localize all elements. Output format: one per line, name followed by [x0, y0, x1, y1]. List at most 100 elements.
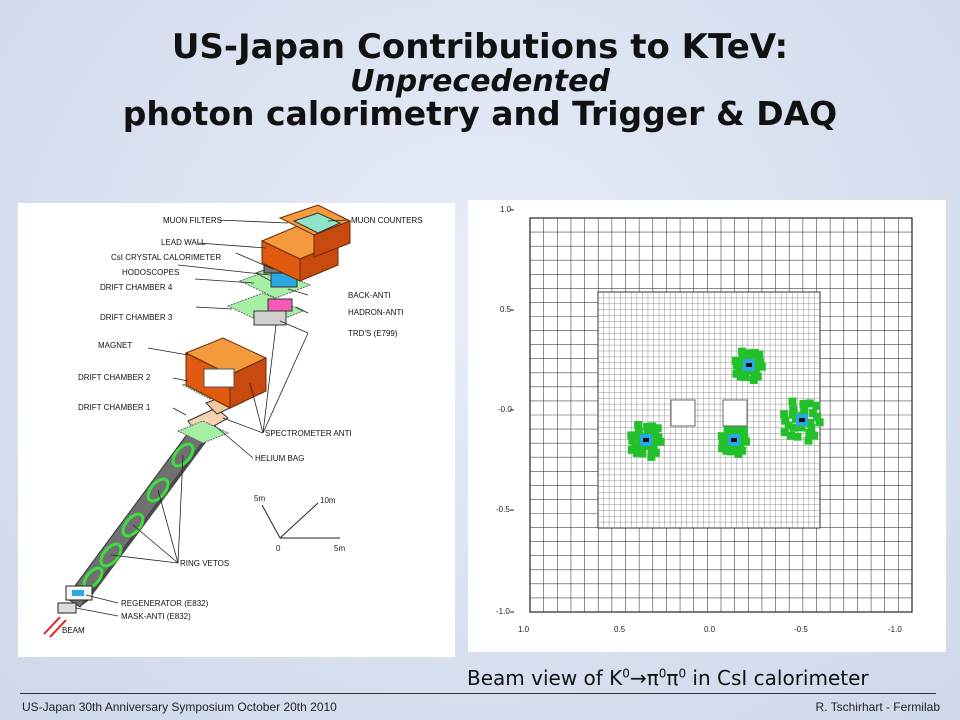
- cluster-cell: [643, 422, 652, 431]
- cluster-cell: [791, 414, 800, 423]
- cluster-cell: [738, 347, 747, 356]
- footer-divider: [20, 693, 936, 694]
- cluster-cell: [634, 431, 643, 440]
- cluster-cell: [810, 431, 819, 440]
- label-back-anti: BACK-ANTI: [348, 291, 391, 300]
- regenerator: [57, 585, 93, 614]
- cluster-cell: [718, 444, 727, 453]
- label-dc2: DRIFT CHAMBER 2: [78, 373, 151, 382]
- label-trd: TRD'S (E799): [348, 329, 398, 338]
- x-tick-labels: 1.0 0.5 0.0 -0.5 -1.0: [518, 625, 902, 634]
- calorimeter-svg: 1.0 0.5 -0.0 -0.5 -1.0 1.0 0.5 0.0 -0.5 …: [496, 205, 913, 634]
- label-muon-filters: MUON FILTERS: [163, 216, 222, 225]
- cluster-cell: [732, 369, 741, 378]
- label-mask-anti: MASK-ANTI (E832): [121, 612, 191, 621]
- cluster-cell: [627, 431, 636, 440]
- beam-hole-right: [722, 399, 748, 427]
- cluster-cell: [807, 423, 816, 432]
- scale-5m-right: 5m: [334, 544, 345, 553]
- x-tick: 1.0: [518, 625, 530, 634]
- x-tick: 0.5: [614, 625, 626, 634]
- cluster-cell: [724, 428, 733, 437]
- scale-labels: 5m 10m 0 5m: [254, 494, 345, 553]
- cluster-cell: [734, 450, 743, 459]
- y-tick: -0.0: [498, 405, 512, 414]
- title-line-1: US-Japan Contributions to KTeV:: [171, 27, 789, 67]
- cluster-center: [643, 438, 649, 442]
- cluster-cell: [647, 452, 656, 461]
- cluster-cell: [735, 424, 744, 433]
- cluster-cell: [749, 375, 758, 384]
- cluster-cell: [746, 349, 755, 358]
- photon-cluster: [717, 423, 751, 459]
- cluster-cell: [723, 423, 732, 432]
- beam-hole-left: [670, 399, 696, 427]
- label-muon-counters: MUON COUNTERS: [351, 216, 423, 225]
- cluster-cell: [741, 373, 750, 382]
- cluster-cell: [750, 370, 759, 379]
- caption-k-superscript: 0: [622, 666, 630, 681]
- cluster-center: [731, 438, 737, 442]
- cluster-cell: [649, 442, 658, 451]
- cluster-cell: [632, 448, 641, 457]
- cluster-cell: [627, 445, 636, 454]
- cluster-cell: [717, 432, 726, 441]
- cluster-cell: [788, 397, 797, 406]
- label-csi: CsI CRYSTAL CALORIMETER: [111, 253, 221, 262]
- cluster-cell: [805, 399, 814, 408]
- cluster-cell: [786, 431, 795, 440]
- photon-clusters: [627, 347, 824, 461]
- cluster-cell: [641, 442, 650, 451]
- cluster-cell: [812, 401, 821, 410]
- cluster-cell: [789, 423, 798, 432]
- cluster-cell: [797, 423, 806, 432]
- scale-10m: 10m: [320, 496, 336, 505]
- caption-arrow-pi: →π: [629, 666, 659, 690]
- cluster-cell: [805, 428, 814, 437]
- cluster-cell: [780, 410, 789, 419]
- cluster-cell: [757, 362, 766, 371]
- label-hodoscopes: HODOSCOPES: [122, 268, 179, 277]
- cluster-cell: [799, 399, 808, 408]
- cluster-cell: [638, 449, 647, 458]
- label-regenerator: REGENERATOR (E832): [121, 599, 209, 608]
- cluster-cell: [634, 427, 643, 436]
- muon-filters: [260, 204, 352, 282]
- y-tick: 1.0: [500, 205, 512, 214]
- cluster-cell: [656, 437, 665, 446]
- cluster-cell: [804, 436, 813, 445]
- cluster-cell: [628, 436, 637, 445]
- caption-pi: π: [666, 666, 679, 690]
- cluster-cell: [730, 425, 739, 434]
- title-line-2: Unprecedented: [350, 63, 610, 99]
- x-tick: 0.0: [704, 625, 716, 634]
- cluster-cell: [732, 361, 741, 370]
- label-hadron-anti: HADRON-ANTI: [348, 308, 404, 317]
- scale-0: 0: [276, 544, 281, 553]
- scale-5m-up: 5m: [254, 494, 265, 503]
- cluster-cell: [755, 350, 764, 359]
- calorimeter-beam-view: 1.0 0.5 -0.0 -0.5 -1.0 1.0 0.5 0.0 -0.5 …: [468, 200, 946, 652]
- cluster-center: [746, 363, 752, 367]
- leader-lines: [75, 219, 349, 617]
- inner-crystal-grid: [597, 291, 821, 529]
- cluster-center: [799, 418, 805, 422]
- caption-prefix: Beam view of K: [467, 666, 623, 690]
- cluster-cell: [634, 420, 643, 429]
- cluster-cell: [736, 372, 745, 381]
- photon-cluster: [731, 347, 766, 384]
- y-tick: -0.5: [496, 505, 510, 514]
- cluster-cell: [800, 406, 809, 415]
- cluster-cell: [789, 405, 798, 414]
- caption-suffix: in CsI calorimeter: [686, 666, 869, 690]
- cluster-cell: [731, 429, 740, 438]
- cluster-cell: [643, 428, 652, 437]
- label-magnet: MAGNET: [98, 341, 132, 350]
- cluster-cell: [793, 432, 802, 441]
- title-line-3: photon calorimetry and Trigger & DAQ: [122, 94, 838, 134]
- y-tick: 0.5: [500, 305, 512, 314]
- cluster-cell: [726, 447, 735, 456]
- slide-title: US-Japan Contributions to KTeV: Unpreced…: [0, 27, 960, 134]
- x-tick: -0.5: [794, 625, 808, 634]
- cluster-cell: [781, 416, 790, 425]
